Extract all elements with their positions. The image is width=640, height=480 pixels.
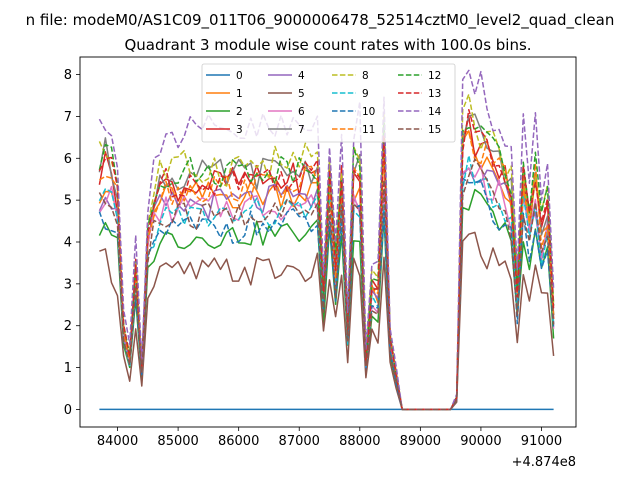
legend-label-8: 8 bbox=[362, 70, 369, 82]
y-tick-label: 7 bbox=[64, 110, 72, 125]
legend-label-10: 10 bbox=[362, 106, 375, 118]
legend-label-5: 5 bbox=[298, 88, 305, 100]
series-line-10 bbox=[98, 177, 555, 411]
chart-title: Quadrant 3 module wise count rates with … bbox=[124, 36, 531, 54]
series-line-12 bbox=[98, 122, 555, 411]
legend-label-2: 2 bbox=[236, 106, 243, 118]
figure-suptitle: n file: modeM0/AS1C09_011T06_9000006478_… bbox=[26, 11, 615, 30]
x-tick-label: 90000 bbox=[460, 434, 501, 449]
y-tick-label: 8 bbox=[64, 68, 72, 83]
legend-label-3: 3 bbox=[236, 124, 243, 136]
legend-label-11: 11 bbox=[362, 124, 375, 136]
x-tick-label: 88000 bbox=[339, 434, 380, 449]
x-axis-offset-label: +4.874e8 bbox=[512, 455, 576, 470]
y-tick-label: 6 bbox=[64, 152, 72, 167]
y-tick-label: 1 bbox=[64, 361, 72, 376]
series-line-13 bbox=[98, 108, 555, 411]
y-tick-label: 2 bbox=[64, 319, 72, 334]
legend-label-12: 12 bbox=[428, 70, 441, 82]
y-axis: 0 1 2 3 4 5 6 7 8 bbox=[64, 68, 80, 418]
series-layer bbox=[98, 69, 555, 411]
legend-label-9: 9 bbox=[362, 88, 369, 100]
y-tick-label: 4 bbox=[64, 236, 72, 251]
legend-label-7: 7 bbox=[298, 124, 305, 136]
legend-label-6: 6 bbox=[298, 106, 305, 118]
y-tick-label: 0 bbox=[64, 403, 72, 418]
series-line-15 bbox=[98, 158, 555, 411]
legend-label-0: 0 bbox=[236, 70, 243, 82]
series-line-5 bbox=[99, 231, 555, 411]
x-tick-label: 86000 bbox=[218, 434, 259, 449]
y-tick-label: 5 bbox=[64, 194, 72, 209]
y-tick-label: 3 bbox=[64, 277, 72, 292]
legend-label-13: 13 bbox=[428, 88, 441, 100]
legend-frame bbox=[201, 63, 456, 143]
x-tick-label: 91000 bbox=[521, 434, 562, 449]
legend-label-15: 15 bbox=[428, 124, 441, 136]
legend-label-1: 1 bbox=[236, 88, 243, 100]
x-tick-label: 89000 bbox=[400, 434, 441, 449]
series-line-14 bbox=[98, 69, 555, 411]
x-axis: 84000 85000 86000 87000 88000 89000 90000 91000 bbox=[97, 427, 562, 449]
x-tick-label: 85000 bbox=[157, 434, 198, 449]
legend-label-14: 14 bbox=[428, 106, 442, 118]
x-tick-label: 84000 bbox=[97, 434, 138, 449]
x-tick-label: 87000 bbox=[279, 434, 320, 449]
legend-label-4: 4 bbox=[298, 70, 305, 82]
